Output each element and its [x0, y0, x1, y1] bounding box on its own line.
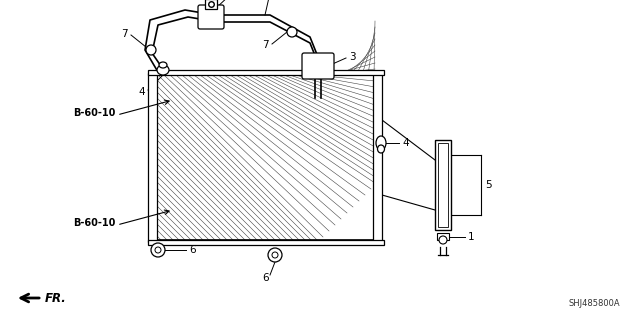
Bar [438, 143, 448, 227]
Text: 5: 5 [485, 180, 492, 190]
Text: 7: 7 [262, 40, 269, 50]
Bar [148, 240, 384, 245]
Ellipse shape [378, 145, 385, 153]
Text: 1: 1 [468, 232, 475, 242]
Text: 6: 6 [189, 245, 196, 255]
Bar [205, 0, 217, 9]
Circle shape [268, 248, 282, 262]
Text: SHJ485800A: SHJ485800A [568, 299, 620, 308]
Text: FR.: FR. [45, 292, 67, 305]
Bar [373, 73, 382, 242]
Text: B-60-10: B-60-10 [72, 108, 115, 118]
Text: 3: 3 [349, 52, 356, 62]
Text: 4: 4 [402, 138, 408, 148]
Circle shape [272, 252, 278, 258]
Circle shape [151, 243, 165, 257]
Bar [435, 140, 451, 230]
Ellipse shape [439, 236, 447, 244]
Bar [148, 70, 384, 75]
Text: B-60-10: B-60-10 [72, 218, 115, 228]
Text: 4: 4 [138, 87, 145, 97]
Text: 6: 6 [262, 273, 269, 283]
Circle shape [155, 247, 161, 253]
Circle shape [146, 45, 156, 55]
Circle shape [287, 27, 297, 37]
Ellipse shape [159, 62, 167, 68]
Bar [148, 73, 157, 242]
Text: 7: 7 [122, 29, 128, 39]
Bar [155, 75, 375, 240]
Bar [155, 75, 375, 240]
FancyBboxPatch shape [302, 53, 334, 79]
FancyBboxPatch shape [198, 5, 224, 29]
Ellipse shape [376, 136, 386, 150]
Ellipse shape [157, 65, 169, 75]
Bar [437, 233, 449, 240]
